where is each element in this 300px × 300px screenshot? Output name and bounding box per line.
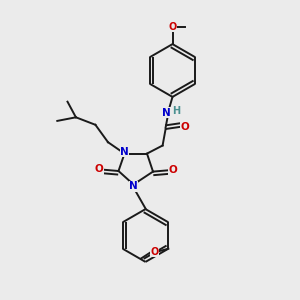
Text: O: O (180, 122, 189, 132)
Text: O: O (150, 247, 159, 257)
Text: N: N (162, 107, 171, 118)
Text: O: O (94, 164, 103, 175)
Text: N: N (129, 181, 138, 191)
Text: H: H (172, 106, 181, 116)
Text: O: O (168, 22, 177, 32)
Text: O: O (168, 165, 177, 175)
Text: N: N (120, 147, 129, 157)
